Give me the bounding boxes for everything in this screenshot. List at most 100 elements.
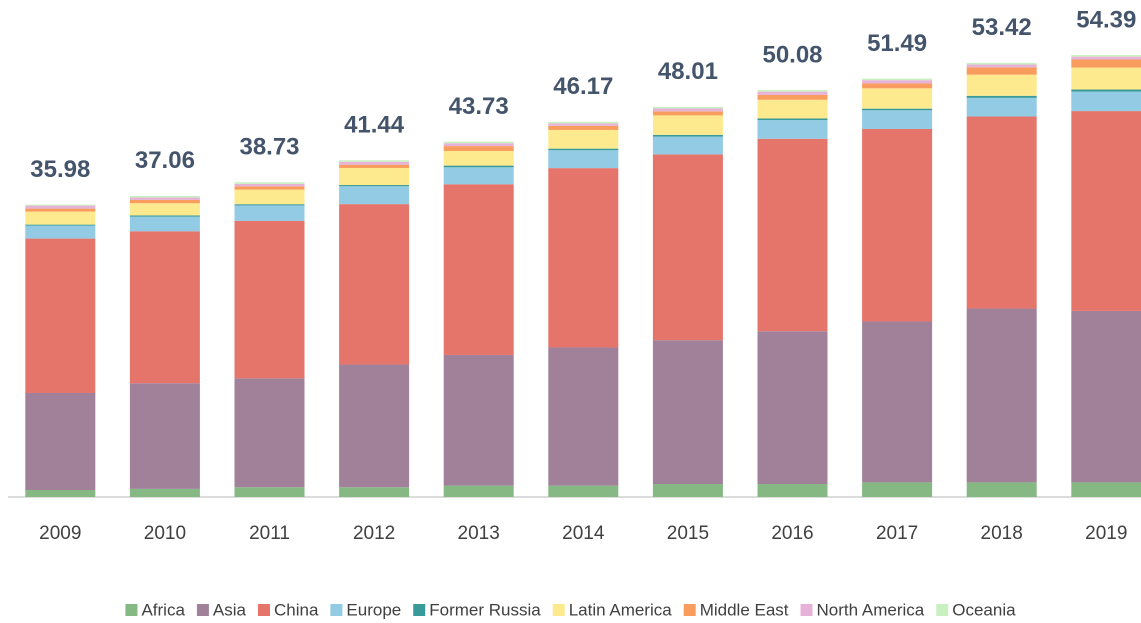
bar-segment — [25, 224, 96, 226]
data-label: 37.06 — [135, 147, 195, 174]
bar-segment — [234, 378, 305, 488]
bar-segment — [339, 167, 410, 186]
bar-segment — [129, 215, 200, 217]
bar-segment — [757, 120, 828, 139]
x-tick-label: 2011 — [249, 523, 290, 544]
data-label: 35.98 — [30, 156, 90, 183]
bar-segment — [757, 90, 828, 92]
bar-segment — [757, 99, 828, 119]
bar-segment — [652, 154, 723, 341]
bar-segment — [25, 238, 96, 393]
bar-segment — [339, 204, 410, 365]
bar-segment — [339, 186, 410, 205]
bar-segment — [548, 121, 619, 124]
data-label: 43.73 — [449, 93, 509, 120]
bar-segment — [443, 141, 514, 144]
bar-segment — [129, 216, 200, 232]
data-label: 54.39 — [1076, 6, 1136, 33]
data-label: 41.44 — [344, 112, 405, 139]
bar-segment — [652, 136, 723, 155]
legend-swatch — [125, 604, 138, 616]
bar-segment — [966, 64, 1037, 68]
bar-segment — [443, 143, 514, 147]
legend-label: North America — [817, 600, 925, 619]
bar-segment — [757, 91, 828, 95]
bar-segment — [862, 80, 933, 84]
bar-segment — [339, 185, 410, 187]
bar-segment — [862, 110, 933, 129]
legend-label: Europe — [346, 600, 401, 619]
bar-segment — [1071, 55, 1141, 57]
bar-segment — [757, 118, 828, 121]
bar-segment — [862, 108, 933, 111]
bar-segment — [443, 165, 514, 168]
bar-segment — [443, 146, 514, 151]
bar-segment — [443, 167, 514, 185]
bar-segment — [234, 487, 305, 497]
bar-segment — [1071, 91, 1141, 112]
bar-segment — [652, 134, 723, 137]
bar-segment — [339, 164, 410, 168]
legend-swatch — [683, 604, 696, 616]
bar-segment — [234, 183, 305, 187]
bar-segment — [966, 67, 1037, 75]
legend-swatch — [257, 604, 270, 616]
bar-segment — [129, 488, 200, 497]
legend-swatch — [196, 604, 209, 616]
bar-segment — [129, 197, 200, 200]
bar-segment — [862, 88, 933, 109]
bar-segment — [1071, 482, 1141, 497]
bar-segment — [966, 308, 1037, 483]
bar-segment — [862, 482, 933, 497]
legend-label: Asia — [213, 600, 247, 619]
bar-segment — [548, 150, 619, 169]
bar-segment — [652, 340, 723, 484]
bar-segment — [25, 205, 96, 209]
bar-segment — [757, 331, 828, 484]
bar-segment — [966, 482, 1037, 497]
bar-segment — [548, 148, 619, 151]
bar-segment — [443, 485, 514, 497]
bar-segment — [234, 204, 305, 206]
bar-segment — [1071, 111, 1141, 311]
bar-segment — [25, 211, 96, 225]
bar-segment — [966, 74, 1037, 96]
legend-label: Middle East — [700, 600, 789, 619]
bar-segment — [1071, 310, 1141, 483]
bar-segment — [757, 138, 828, 332]
x-tick-label: 2014 — [562, 523, 605, 544]
x-tick-label: 2017 — [876, 523, 918, 544]
bar-segment — [25, 204, 96, 206]
bar-segment — [129, 199, 200, 204]
legend-swatch — [413, 604, 426, 616]
x-tick-label: 2009 — [39, 523, 81, 544]
bar-segment — [234, 205, 305, 221]
data-label: 38.73 — [239, 134, 299, 161]
bar-segment — [129, 195, 200, 198]
legend-swatch — [936, 604, 949, 616]
bar-segment — [1071, 56, 1141, 60]
legend-swatch — [552, 604, 565, 616]
bar-segment — [234, 186, 305, 190]
data-label: 50.08 — [762, 41, 822, 68]
bar-segment — [548, 125, 619, 130]
bar-segment — [757, 483, 828, 497]
bar-segment — [966, 97, 1037, 117]
x-tick-label: 2019 — [1085, 523, 1127, 544]
bar-segment — [862, 83, 933, 89]
bar-segment — [339, 487, 410, 497]
bar-segment — [25, 208, 96, 212]
bar-segment — [1071, 59, 1141, 68]
bar-segment — [966, 95, 1037, 98]
bar-segment — [548, 485, 619, 497]
bar-segment — [129, 383, 200, 489]
bar-segment — [652, 483, 723, 497]
data-label: 48.01 — [658, 58, 718, 85]
legend-label: Latin America — [569, 600, 673, 619]
bar-segment — [234, 189, 305, 205]
bar-segment — [548, 123, 619, 126]
bar-segment — [234, 220, 305, 379]
bar-segment — [443, 354, 514, 486]
bar-segment — [443, 184, 514, 355]
